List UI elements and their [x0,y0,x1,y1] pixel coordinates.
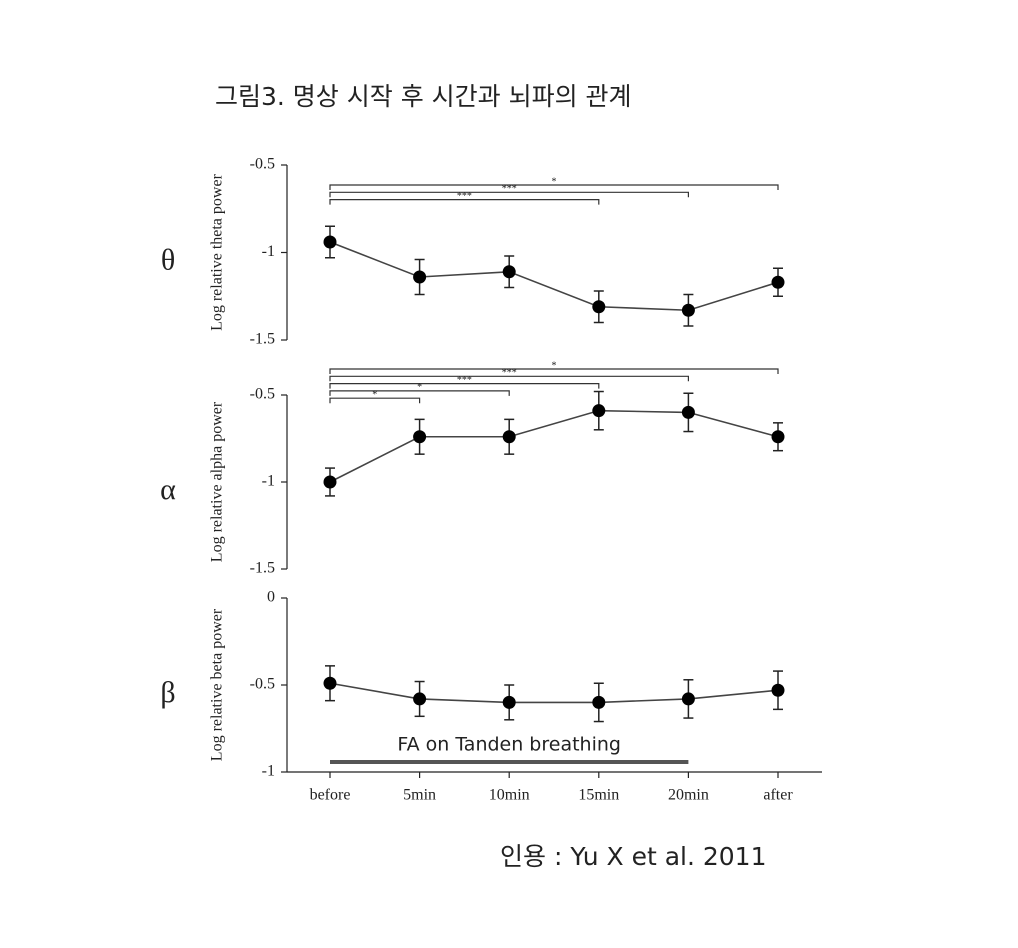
data-point [323,676,337,690]
significance-label: *** [457,375,472,386]
significance-label: *** [502,368,517,379]
data-point [681,405,695,419]
data-point [413,270,427,284]
significance-bracket [329,375,689,382]
panel-label: α [160,473,176,506]
significance-label: * [372,389,377,400]
data-point [771,683,785,697]
y-tick-label: 0 [267,589,275,606]
citation: 인용 : Yu X et al. 2011 [500,842,767,871]
data-line [329,241,779,312]
data-point [592,300,606,314]
significance-label: * [552,176,557,187]
data-line [329,682,779,704]
y-axis-label: Log relative theta power [209,173,226,330]
panel-label: β [160,676,175,709]
x-tick-label: 20min [668,787,709,804]
significance-bracket [329,199,600,205]
data-point [681,303,695,317]
y-tick-label: -0.5 [250,156,275,173]
significance-label: *** [502,184,517,195]
data-point [771,275,785,289]
significance-bracket [329,191,689,198]
x-tick-label: 15min [578,787,619,804]
y-tick-label: -0.5 [250,676,275,693]
x-tick-label: before [310,787,351,804]
significance-label: * [417,382,422,393]
data-point [681,692,695,706]
y-tick-label: -1 [262,473,275,490]
panel-label: θ [161,243,175,276]
data-point [502,695,516,709]
data-point [323,475,337,489]
data-point [413,692,427,706]
data-line [329,409,779,483]
data-point [502,265,516,279]
data-point [502,430,516,444]
significance-bracket [329,368,779,374]
significance-bracket [329,390,510,396]
x-tick-label: after [763,787,793,804]
data-point [413,430,427,444]
y-axis-label: Log relative beta power [209,608,226,761]
significance-bracket [329,397,421,404]
y-tick-label: -1.5 [250,560,275,577]
significance-label: *** [457,191,472,202]
x-tick-label: 5min [403,787,436,804]
significance-label: * [552,360,557,371]
x-tick-label: 10min [489,787,530,804]
data-point [771,430,785,444]
y-tick-label: -1 [262,763,275,780]
data-point [592,404,606,418]
significance-bracket [329,383,600,389]
y-axis-label: Log relative alpha power [209,401,226,562]
data-point [323,235,337,249]
data-point [592,695,606,709]
y-tick-label: -1.5 [250,331,275,348]
annotation-text: FA on Tanden breathing [397,734,621,756]
significance-bracket [329,184,779,190]
figure-title: 그림3. 명상 시작 후 시간과 뇌파의 관계 [215,82,632,111]
y-tick-label: -1 [262,243,275,260]
y-tick-label: -0.5 [250,386,275,403]
